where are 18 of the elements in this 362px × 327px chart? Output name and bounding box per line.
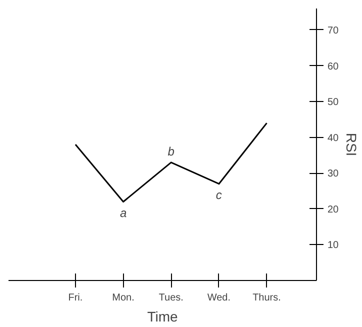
x-axis-title: Time <box>147 308 178 324</box>
y-tick-label: 20 <box>328 204 340 216</box>
x-tick-label: Mon. <box>112 292 134 304</box>
annotation: b <box>168 144 175 158</box>
line-series <box>74 122 268 203</box>
y-tick-label: 50 <box>328 97 340 108</box>
x-tick-label: Fri. <box>68 292 83 304</box>
annotation: a <box>120 206 127 220</box>
y-tick-label: 70 <box>328 25 340 36</box>
x-tick-label: Tues. <box>158 292 184 304</box>
y-tick-label: 60 <box>328 61 340 72</box>
y-tick-label: 40 <box>328 132 340 144</box>
annotation: c <box>216 188 222 202</box>
y-tick-label: 30 <box>328 168 340 180</box>
x-tick-label: Wed. <box>207 292 231 304</box>
x-tick-label: Thurs. <box>252 292 281 304</box>
y-axis-title: RSI <box>344 132 360 156</box>
y-tick-label: 10 <box>328 240 340 252</box>
